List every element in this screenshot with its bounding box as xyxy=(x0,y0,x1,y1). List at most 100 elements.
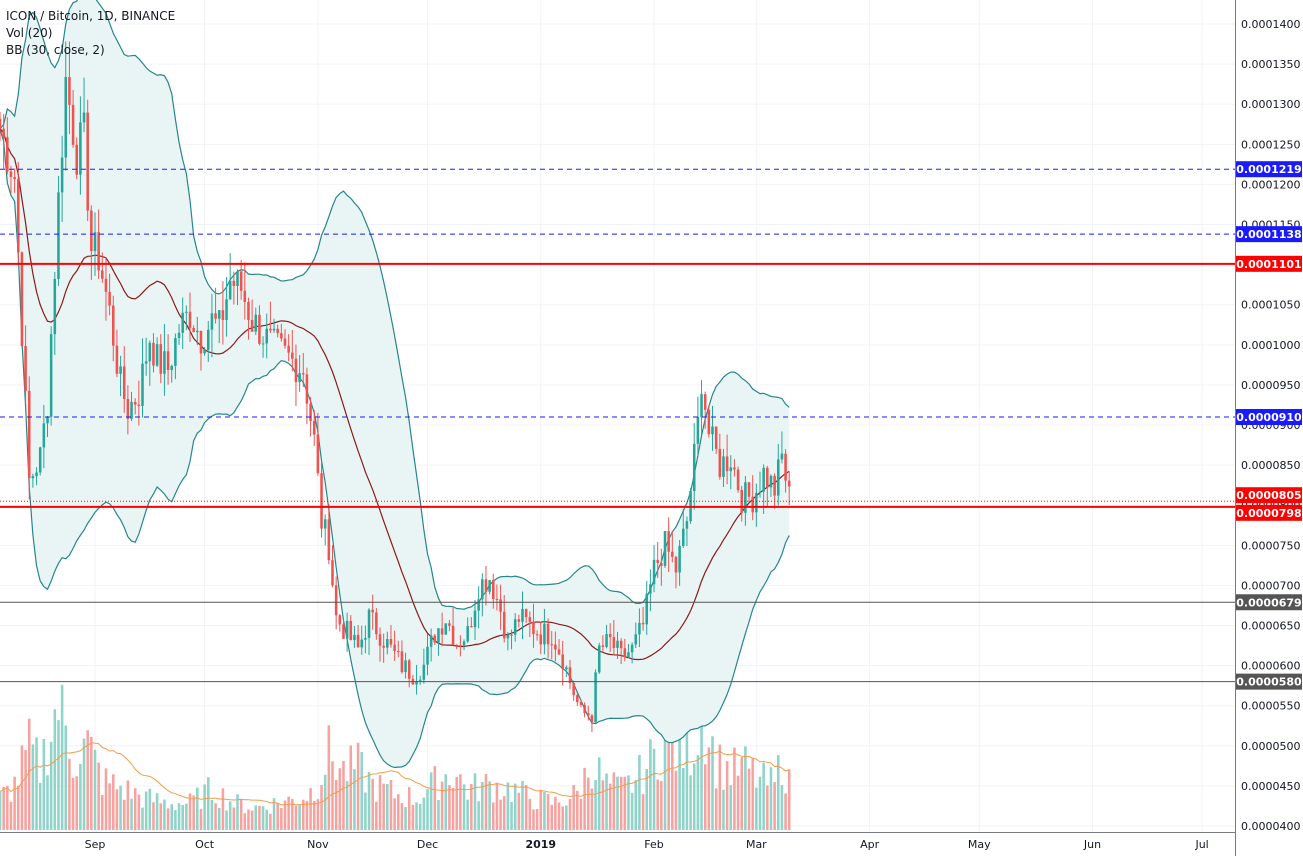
volume-bar xyxy=(400,803,404,830)
volume-bar xyxy=(451,787,455,830)
candle-body xyxy=(725,456,729,472)
candle-body xyxy=(576,695,579,703)
legend-title[interactable]: ICON / Bitcoin, 1D, BINANCE xyxy=(6,9,175,23)
volume-bar xyxy=(495,782,499,830)
volume-bar xyxy=(111,774,115,830)
candle-body xyxy=(513,619,517,635)
candle-body xyxy=(776,459,780,496)
candle-body xyxy=(733,467,736,470)
volume-bar xyxy=(312,801,316,830)
volume-bar xyxy=(557,802,561,830)
volume-bar xyxy=(619,776,623,830)
candle-body xyxy=(243,290,247,302)
volume-bar xyxy=(272,798,276,830)
volume-bar xyxy=(126,780,130,830)
volume-bar xyxy=(320,784,323,830)
candle-body xyxy=(711,426,714,435)
volume-bar xyxy=(616,776,619,830)
x-tick-label: Sep xyxy=(85,838,106,851)
candle-body xyxy=(9,171,13,177)
candle-body xyxy=(6,137,9,172)
y-tick-label: 0.0001200 xyxy=(1241,178,1301,191)
volume-bar xyxy=(696,755,700,830)
candle-body xyxy=(521,608,524,622)
volume-bar xyxy=(550,804,554,830)
volume-bar xyxy=(736,775,740,830)
volume-bar xyxy=(703,764,707,830)
candle-body xyxy=(667,531,670,552)
candle-body xyxy=(353,634,356,640)
volume-bar xyxy=(269,813,272,830)
volume-bar xyxy=(371,778,374,830)
candle-body xyxy=(671,551,674,557)
volume-bar xyxy=(236,794,239,830)
volume-bar xyxy=(426,789,429,830)
price-level-tags: 0.0001219 0.0001138 0.0001101 0.0000910 0.00… xyxy=(1236,161,1302,690)
volume-bar xyxy=(389,780,393,830)
volume-bar xyxy=(265,809,269,830)
volume-bar xyxy=(316,799,320,830)
candle-body xyxy=(148,342,152,362)
volume-bar xyxy=(141,807,144,830)
volume-bar xyxy=(586,777,590,830)
candle-body xyxy=(338,615,342,625)
time-axis[interactable]: Sep Oct Nov Dec 2019 Feb Mar Apr May Jun Jul xyxy=(85,838,1209,851)
volume-bar xyxy=(484,774,488,830)
volume-bar xyxy=(38,782,42,830)
candle-body xyxy=(554,644,557,650)
price-axis[interactable]: 0.0001400 0.0001350 0.0001300 0.0001250 0.00… xyxy=(1241,18,1301,833)
candle-body xyxy=(678,545,681,573)
volume-bar xyxy=(108,783,111,830)
volume-bar xyxy=(652,748,656,830)
volume-bar xyxy=(298,804,301,830)
volume-bar xyxy=(133,788,137,830)
candle-body xyxy=(426,646,429,665)
candle-body xyxy=(663,531,667,566)
legend-volume[interactable]: Vol (20) xyxy=(6,26,52,40)
legend-bollinger[interactable]: BB (30, close, 2) xyxy=(6,43,105,57)
volume-bar xyxy=(769,767,773,830)
candle-body xyxy=(254,314,258,332)
x-tick-label: Oct xyxy=(195,838,215,851)
candle-body xyxy=(389,639,393,645)
candle-body xyxy=(543,623,546,645)
volume-bar xyxy=(31,744,35,830)
x-tick-label: Apr xyxy=(860,838,880,851)
volume-bar xyxy=(568,798,572,830)
candle-body xyxy=(491,580,495,600)
volume-bar xyxy=(681,767,685,830)
candle-body xyxy=(250,319,254,332)
candle-body xyxy=(27,390,31,479)
price-level-tag-label: 0.0001101 xyxy=(1236,258,1301,271)
candle-body xyxy=(747,482,751,497)
volume-bar xyxy=(440,781,444,830)
candle-body xyxy=(510,634,513,636)
volume-bar xyxy=(747,768,751,830)
volume-bar xyxy=(473,773,477,830)
volume-bar xyxy=(75,776,79,830)
candle-body xyxy=(755,492,758,513)
price-level-tag xyxy=(1236,409,1302,425)
candle-body xyxy=(247,301,250,320)
volume-bar xyxy=(685,722,689,830)
volume-bar xyxy=(35,737,38,830)
x-tick-label: Feb xyxy=(644,838,663,851)
volume-bar xyxy=(71,777,75,830)
candle-body xyxy=(334,585,338,616)
volume-bar xyxy=(353,769,356,830)
volume-bar xyxy=(137,794,141,830)
volume-bar xyxy=(20,745,24,830)
candle-body xyxy=(769,475,773,488)
candle-body xyxy=(360,639,364,648)
volume-bar xyxy=(506,782,510,830)
volume-bars xyxy=(0,684,791,830)
volume-bar xyxy=(97,762,100,830)
candle-body xyxy=(656,559,659,564)
candle-body xyxy=(466,626,469,642)
price-level-tag xyxy=(1236,487,1302,504)
volume-bar xyxy=(776,755,780,830)
candle-body xyxy=(649,584,652,594)
volume-bar xyxy=(448,785,451,830)
volume-bar xyxy=(396,794,400,830)
